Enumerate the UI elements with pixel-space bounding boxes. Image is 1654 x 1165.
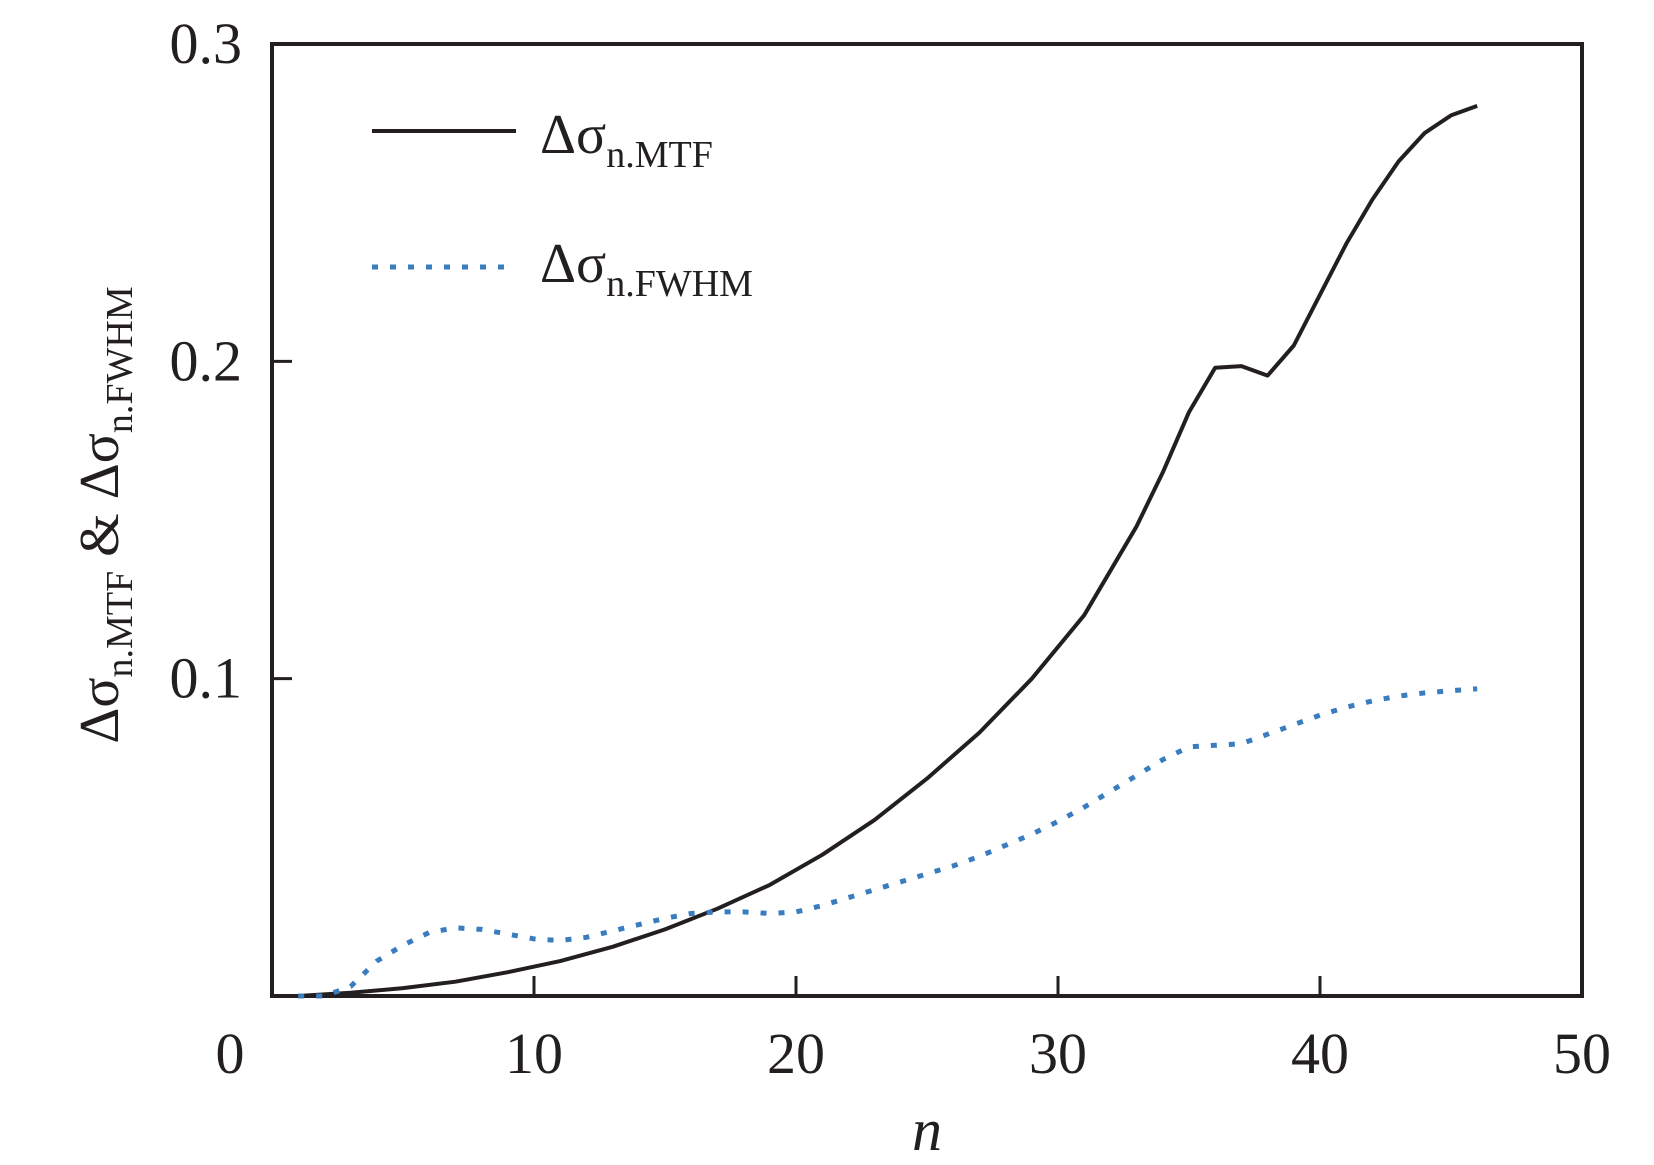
- x-tick-label: 50: [1553, 1021, 1611, 1086]
- y-axis: 0.1 0.2 0.3: [170, 11, 292, 711]
- y-tick-label: 0.2: [170, 328, 243, 393]
- y-tick-label: 0.3: [170, 11, 243, 76]
- x-tick-label: 40: [1291, 1021, 1349, 1086]
- legend: Δσn.MTF Δσn.FWHM: [372, 104, 753, 305]
- x-tick-label: 30: [1029, 1021, 1087, 1086]
- y-axis-title-base1: Δσ: [69, 677, 131, 743]
- legend-label-mtf: Δσn.MTF: [540, 104, 713, 176]
- x-tick-label: 10: [505, 1021, 563, 1086]
- y-tick-label: 0.1: [170, 646, 243, 711]
- legend-label-fwhm-base: Δσ: [540, 233, 606, 295]
- series-layer: [298, 104, 1478, 999]
- x-tick-label: 0: [216, 1021, 245, 1086]
- y-axis-title-base2: Δσ: [69, 433, 131, 499]
- x-axis-title: n: [912, 1097, 942, 1163]
- legend-label-fwhm-sub: n.FWHM: [606, 263, 753, 305]
- legend-label-mtf-base: Δσ: [540, 104, 606, 166]
- x-axis: 0 10 20 30 40 50: [216, 976, 1611, 1086]
- y-axis-title: Δσn.MTF & Δσn.FWHM: [69, 286, 141, 743]
- legend-label-fwhm: Δσn.FWHM: [540, 233, 753, 305]
- legend-label-mtf-sub: n.MTF: [606, 134, 713, 176]
- y-axis-title-joiner: &: [69, 499, 131, 571]
- y-axis-title-sub2: n.FWHM: [99, 286, 141, 433]
- series-line-fwhm: [298, 686, 1478, 999]
- y-axis-title-sub1: n.MTF: [99, 571, 141, 678]
- plot-frame: [270, 42, 1584, 998]
- x-tick-label: 20: [767, 1021, 825, 1086]
- series-line-mtf: [298, 104, 1478, 998]
